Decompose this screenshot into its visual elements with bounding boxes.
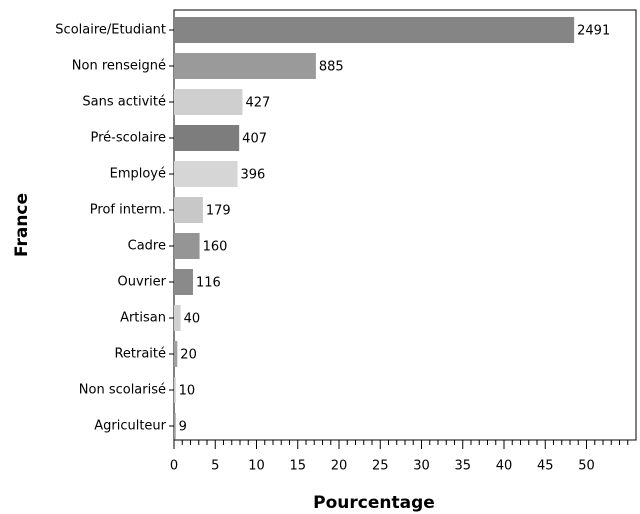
- y-tick-label: Sans activité: [82, 95, 166, 110]
- bar: [174, 161, 238, 187]
- x-tick-label: 25: [372, 459, 389, 474]
- y-tick-label: Agriculteur: [94, 419, 166, 434]
- count-label: 20: [180, 348, 197, 363]
- bar: [174, 125, 240, 151]
- x-axis-title: Pourcentage: [313, 493, 435, 513]
- count-label: 2491: [577, 24, 610, 39]
- y-tick-label: Non scolarisé: [79, 383, 166, 398]
- y-tick-label: Non renseigné: [72, 59, 166, 74]
- bar: [174, 197, 203, 223]
- x-tick-label: 35: [454, 459, 471, 474]
- y-tick-label: Cadre: [128, 239, 166, 254]
- bar: [174, 341, 178, 367]
- count-label: 885: [319, 60, 344, 75]
- y-axis-title: France: [12, 193, 32, 257]
- bar: [174, 377, 176, 403]
- x-tick-label: 40: [496, 459, 513, 474]
- bar: [174, 17, 575, 43]
- count-label: 179: [206, 204, 231, 219]
- x-tick-label: 15: [289, 459, 306, 474]
- y-tick-label: Employé: [110, 167, 166, 182]
- count-label: 116: [196, 276, 221, 291]
- x-tick-label: 50: [578, 459, 595, 474]
- bar: [174, 233, 200, 259]
- x-tick-label: 45: [537, 459, 554, 474]
- y-tick-label: Artisan: [120, 311, 166, 326]
- count-label: 427: [245, 96, 270, 111]
- x-tick-label: 30: [413, 459, 430, 474]
- bar: [174, 269, 193, 295]
- count-label: 10: [179, 384, 196, 399]
- y-tick-label: Prof interm.: [90, 203, 166, 218]
- x-tick-label: 5: [211, 459, 219, 474]
- count-label: 396: [241, 168, 266, 183]
- bar: [174, 305, 181, 331]
- bar: [174, 53, 316, 79]
- count-label: 40: [184, 312, 201, 327]
- y-tick-label: Pré-scolaire: [91, 131, 166, 146]
- count-label: 9: [179, 420, 187, 435]
- x-tick-label: 0: [170, 459, 178, 474]
- bar: [174, 89, 243, 115]
- x-tick-label: 20: [331, 459, 348, 474]
- y-tick-label: Ouvrier: [118, 275, 167, 290]
- count-label: 407: [242, 132, 267, 147]
- y-tick-label: Retraité: [114, 347, 166, 362]
- y-tick-label: Scolaire/Etudiant: [55, 23, 166, 38]
- x-tick-label: 10: [248, 459, 265, 474]
- bar: [174, 413, 176, 439]
- count-label: 160: [203, 240, 228, 255]
